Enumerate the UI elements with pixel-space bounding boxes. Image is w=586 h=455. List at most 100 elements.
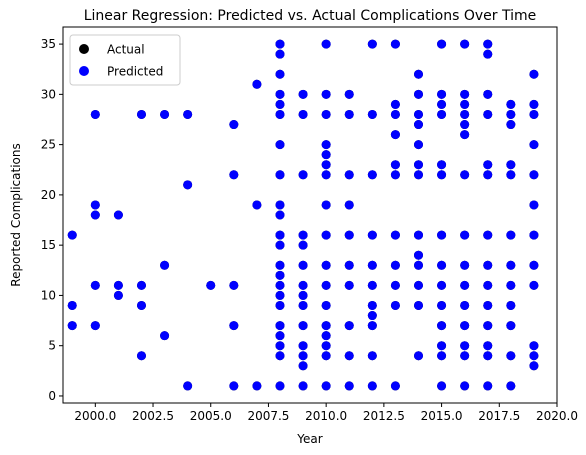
predicted-point — [275, 200, 285, 210]
predicted-point — [298, 351, 308, 361]
predicted-point — [275, 280, 285, 290]
predicted-point — [136, 300, 146, 310]
predicted-point — [321, 321, 331, 331]
predicted-point — [506, 120, 516, 130]
predicted-point — [344, 200, 354, 210]
predicted-point — [275, 210, 285, 220]
predicted-point — [321, 381, 331, 391]
predicted-point — [529, 341, 539, 351]
predicted-point — [390, 130, 400, 140]
predicted-point — [183, 109, 193, 119]
legend-marker-actual — [79, 44, 89, 54]
predicted-point — [414, 69, 423, 79]
y-axis-label: Reported Complications — [9, 143, 23, 286]
predicted-point — [113, 290, 123, 300]
predicted-point — [483, 49, 493, 59]
predicted-point — [298, 381, 308, 391]
predicted-point — [275, 89, 285, 99]
predicted-point — [275, 39, 285, 49]
predicted-point — [275, 49, 285, 59]
x-axis-ticks: 2000.0 2002.5 2005.0 2007.5 2010.0 2012.5 2015… — [74, 403, 578, 423]
predicted-point — [229, 170, 239, 180]
predicted-point — [483, 39, 493, 49]
predicted-point — [483, 300, 493, 310]
predicted-point — [275, 270, 285, 280]
predicted-point — [390, 300, 400, 310]
predicted-point — [275, 140, 285, 150]
predicted-point — [483, 351, 493, 361]
y-tick-label: 0 — [48, 389, 56, 403]
predicted-point — [390, 170, 400, 180]
predicted-point — [113, 280, 123, 290]
predicted-point — [321, 150, 331, 160]
predicted-point — [414, 109, 423, 119]
predicted-point — [160, 331, 170, 341]
predicted-point — [275, 321, 285, 331]
predicted-point — [483, 260, 493, 270]
predicted-point — [506, 280, 516, 290]
predicted-point — [437, 321, 447, 331]
legend: Actual Predicted — [69, 34, 181, 86]
predicted-point — [183, 180, 193, 190]
predicted-point — [437, 170, 447, 180]
predicted-point — [529, 69, 539, 79]
predicted-point — [414, 351, 423, 361]
predicted-point — [321, 160, 331, 170]
predicted-point — [344, 351, 354, 361]
y-tick-label: 20 — [41, 188, 56, 202]
x-tick-label: 2010.0 — [305, 409, 347, 423]
predicted-point — [460, 89, 470, 99]
predicted-point — [344, 89, 354, 99]
predicted-point — [275, 381, 285, 391]
predicted-point — [437, 99, 447, 109]
predicted-point — [321, 89, 331, 99]
predicted-point — [90, 321, 100, 331]
predicted-point — [437, 341, 447, 351]
predicted-point — [460, 39, 470, 49]
predicted-point — [367, 109, 377, 119]
predicted-point — [275, 109, 285, 119]
predicted-point — [321, 230, 331, 240]
predicted-point — [136, 109, 146, 119]
predicted-point — [437, 351, 447, 361]
predicted-point — [252, 79, 262, 89]
predicted-point — [414, 260, 423, 270]
predicted-point — [506, 321, 516, 331]
predicted-point — [252, 381, 262, 391]
predicted-point — [414, 120, 423, 130]
predicted-point — [90, 210, 100, 220]
predicted-point — [229, 381, 239, 391]
predicted-point — [529, 351, 539, 361]
predicted-point — [90, 200, 100, 210]
predicted-point — [483, 381, 493, 391]
predicted-point — [344, 109, 354, 119]
predicted-point — [529, 200, 539, 210]
x-tick-label: 2002.5 — [132, 409, 174, 423]
predicted-point — [529, 170, 539, 180]
predicted-point — [229, 280, 239, 290]
predicted-point — [321, 300, 331, 310]
predicted-point — [275, 351, 285, 361]
predicted-point — [298, 321, 308, 331]
predicted-point — [298, 290, 308, 300]
predicted-point — [414, 300, 423, 310]
predicted-point — [275, 99, 285, 109]
predicted-point — [298, 109, 308, 119]
y-tick-label: 10 — [41, 288, 56, 302]
predicted-point — [529, 361, 539, 371]
predicted-point — [506, 109, 516, 119]
predicted-point — [506, 230, 516, 240]
predicted-point — [529, 140, 539, 150]
predicted-point — [367, 321, 377, 331]
predicted-point — [460, 99, 470, 109]
predicted-point — [506, 381, 516, 391]
y-tick-label: 25 — [41, 138, 56, 152]
predicted-point — [321, 39, 331, 49]
predicted-point — [414, 170, 423, 180]
predicted-point — [506, 351, 516, 361]
predicted-point — [506, 300, 516, 310]
predicted-point — [414, 140, 423, 150]
predicted-point — [437, 230, 447, 240]
predicted-point — [298, 361, 308, 371]
legend-label-predicted: Predicted — [107, 65, 163, 79]
